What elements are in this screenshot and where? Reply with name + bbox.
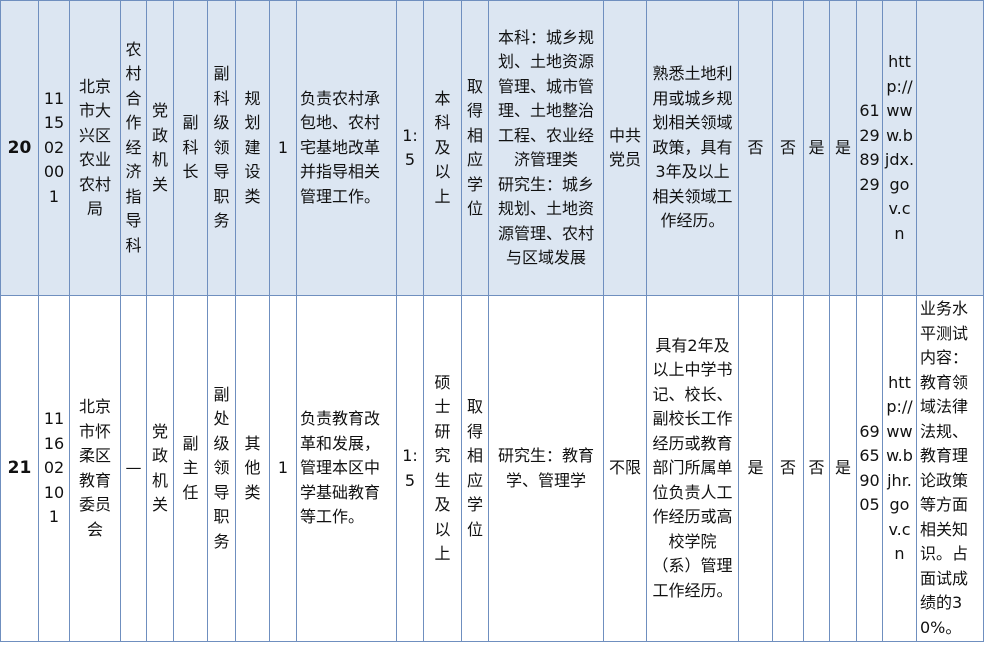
condition-1: 是 [738, 295, 773, 642]
education-requirement: 本科及以上 [423, 0, 462, 296]
row-index: 20 [0, 0, 39, 296]
condition-2: 否 [772, 295, 804, 642]
major-requirement: 研究生：教育学、管理学 [488, 295, 604, 642]
notes: 业务水平测试内容：教育领域法律法规、教育理论政策等方面相关知识。占面试成绩的30… [916, 295, 984, 642]
position-name: 副主任 [173, 295, 208, 642]
website-link[interactable]: http://www.bjhr.gov.cn [882, 295, 917, 642]
position-level: 副处级领导职务 [207, 295, 236, 642]
department: 农村合作经济指导科 [120, 0, 147, 296]
job-listing-table: 20 111502001 北京市大兴区农业农村局 农村合作经济指导科 党政机关 … [0, 0, 984, 642]
job-description: 负责教育改革和发展，管理本区中学基础教育等工作。 [296, 295, 397, 642]
hiring-count: 1 [269, 295, 297, 642]
website-link[interactable]: http://www.bjdx.gov.cn [882, 0, 917, 296]
notes [916, 0, 984, 296]
interview-ratio: 1:5 [396, 0, 424, 296]
education-requirement: 硕士研究生及以上 [423, 295, 462, 642]
contact-phone: 61298929 [856, 0, 883, 296]
other-conditions: 具有2年及以上中学书记、校长、副校长工作经历或教育部门所属单位负责人工作经历或高… [646, 295, 739, 642]
hiring-count: 1 [269, 0, 297, 296]
political-status: 中共党员 [603, 0, 647, 296]
position-code: 111602101 [38, 295, 70, 642]
interview-ratio: 1:5 [396, 295, 424, 642]
condition-3: 否 [803, 295, 830, 642]
position-name: 副科长 [173, 0, 208, 296]
contact-phone: 69659005 [856, 295, 883, 642]
job-description: 负责农村承包地、农村宅基地改革并指导相关管理工作。 [296, 0, 397, 296]
other-conditions: 熟悉土地利用或城乡规划相关领域政策，具有3年及以上相关领域工作经历。 [646, 0, 739, 296]
condition-3: 是 [803, 0, 830, 296]
table-row: 21 111602101 北京市怀柔区教育委员会 — 党政机关 副主任 副处级领… [0, 295, 984, 642]
political-status: 不限 [603, 295, 647, 642]
hiring-unit: 北京市怀柔区教育委员会 [69, 295, 121, 642]
position-category: 规划建设类 [235, 0, 270, 296]
position-category: 其他类 [235, 295, 270, 642]
condition-2: 否 [772, 0, 804, 296]
unit-nature: 党政机关 [146, 0, 174, 296]
department: — [120, 295, 147, 642]
degree-requirement: 取得相应学位 [461, 0, 489, 296]
row-index: 21 [0, 295, 39, 642]
position-code: 111502001 [38, 0, 70, 296]
major-requirement: 本科：城乡规划、土地资源管理、城市管理、土地整治工程、农业经济管理类 研究生：城… [488, 0, 604, 296]
condition-4: 是 [829, 0, 857, 296]
condition-4: 是 [829, 295, 857, 642]
position-level: 副科级领导职务 [207, 0, 236, 296]
degree-requirement: 取得相应学位 [461, 295, 489, 642]
unit-nature: 党政机关 [146, 295, 174, 642]
hiring-unit: 北京市大兴区农业农村局 [69, 0, 121, 296]
condition-1: 否 [738, 0, 773, 296]
table-row: 20 111502001 北京市大兴区农业农村局 农村合作经济指导科 党政机关 … [0, 0, 984, 296]
